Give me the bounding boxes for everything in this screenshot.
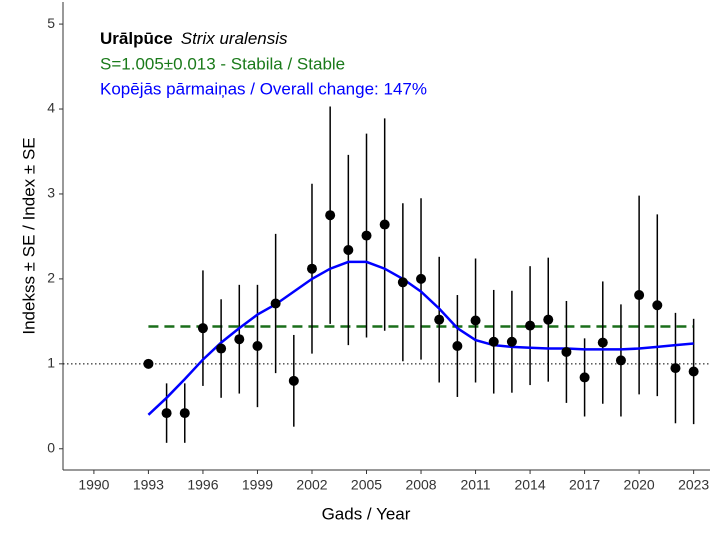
point — [288, 375, 299, 386]
point — [252, 340, 263, 351]
subtitle: Strix uralensis — [181, 29, 288, 48]
point — [488, 336, 499, 347]
x-tick-label: 2017 — [569, 477, 600, 493]
trend-line — [147, 260, 694, 416]
y-tick-label: 1 — [47, 355, 55, 371]
point — [143, 358, 154, 369]
x-tick-label: 1993 — [133, 477, 164, 493]
point — [179, 408, 190, 419]
y-tick-label: 3 — [47, 185, 55, 201]
y-tick-label: 5 — [47, 15, 55, 31]
y-axis-label: Indekss ± SE / Index ± SE — [19, 137, 38, 334]
point — [452, 340, 463, 351]
x-axis-label: Gads / Year — [322, 504, 411, 523]
x-tick-label: 1996 — [187, 477, 218, 493]
x-tick-label: 1990 — [78, 477, 109, 493]
point — [615, 355, 626, 366]
point — [652, 300, 663, 311]
y-tick-label: 4 — [47, 100, 55, 116]
x-tick-label: 2008 — [405, 477, 436, 493]
point — [216, 343, 227, 354]
point — [325, 210, 336, 221]
point — [561, 346, 572, 357]
point — [634, 290, 645, 301]
point — [161, 408, 172, 419]
point — [688, 366, 699, 377]
annotation: S=1.005±0.013 - Stabila / Stable — [100, 54, 345, 73]
x-tick-label: 2011 — [460, 477, 490, 493]
point — [434, 314, 445, 325]
annotation: Kopējās pārmaiņas / Overall change: 147% — [100, 79, 427, 98]
point — [543, 314, 554, 325]
x-tick-label: 2020 — [624, 477, 655, 493]
point — [597, 337, 608, 348]
x-tick-label: 2023 — [678, 477, 709, 493]
x-tick-label: 2002 — [296, 477, 327, 493]
point — [525, 320, 536, 331]
point — [361, 230, 372, 241]
point — [270, 298, 281, 309]
x-tick-label: 2014 — [514, 477, 545, 493]
x-tick-label: 1999 — [242, 477, 273, 493]
point — [343, 245, 354, 256]
point — [416, 273, 427, 284]
title: Urālpūce — [100, 29, 173, 48]
y-tick-label: 2 — [47, 270, 55, 286]
point — [379, 219, 390, 230]
point — [470, 315, 481, 326]
point — [397, 277, 408, 288]
point — [306, 263, 317, 274]
point — [197, 323, 208, 334]
point — [670, 363, 681, 374]
chart-title: Urālpūce Strix uralensis — [100, 29, 288, 48]
x-tick-label: 2005 — [351, 477, 382, 493]
y-tick-label: 0 — [47, 439, 55, 455]
point — [579, 372, 590, 383]
point — [506, 336, 517, 347]
point — [234, 334, 245, 345]
